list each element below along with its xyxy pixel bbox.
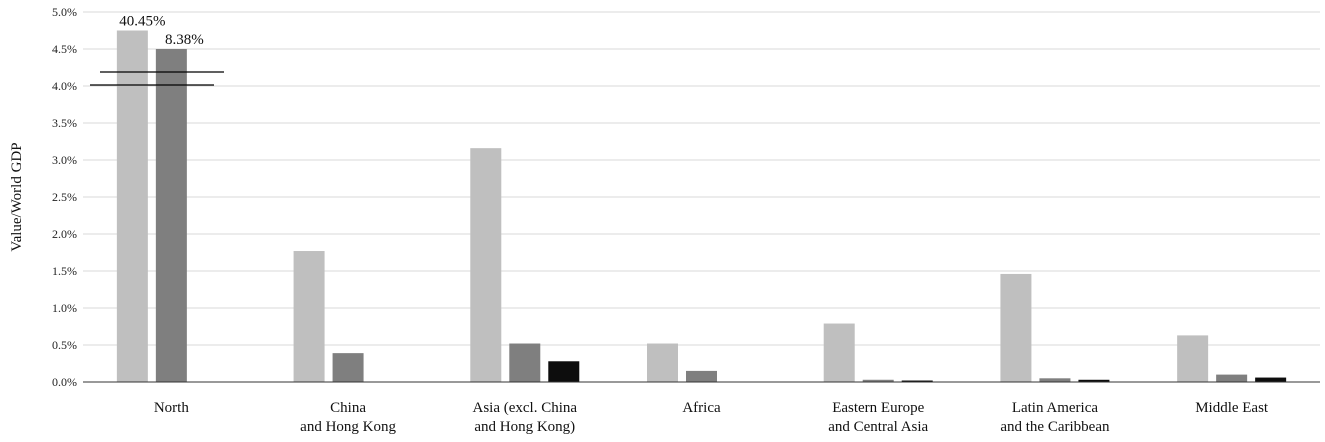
y-tick-label: 3.5% <box>52 116 77 130</box>
bar <box>1039 378 1071 382</box>
bar <box>332 353 364 382</box>
bar <box>155 49 187 382</box>
x-tick-label: and Central Asia <box>828 419 928 435</box>
y-tick-label: 3.0% <box>52 153 77 167</box>
labels: 0.0% 0.5% 1.0% 1.5% 2.0% 2.5% 3.0% 3.5% 4.0% 4.5%… <box>52 5 1269 435</box>
data-label: 8.38% <box>165 32 204 48</box>
bar <box>823 323 855 382</box>
bar <box>901 380 933 382</box>
x-tick-label: North <box>154 400 189 416</box>
y-tick-label: 1.0% <box>52 301 77 315</box>
y-tick-label: 2.5% <box>52 190 77 204</box>
y-tick-label: 1.5% <box>52 264 77 278</box>
bar <box>1078 379 1110 382</box>
bar <box>293 251 325 382</box>
y-tick-label: 4.0% <box>52 79 77 93</box>
bar <box>862 379 894 382</box>
x-tick-label: and the Caribbean <box>1000 419 1110 435</box>
bar <box>1000 273 1032 382</box>
bar <box>116 30 148 382</box>
y-tick-label: 4.5% <box>52 42 77 56</box>
bar <box>470 148 502 382</box>
bar <box>1255 377 1287 382</box>
x-tick-label: Middle East <box>1195 400 1269 416</box>
y-axis-label: Value/World GDP <box>9 142 25 251</box>
y-tick-label: 0.5% <box>52 338 77 352</box>
x-tick-label: Asia (excl. China <box>473 400 578 416</box>
axes <box>83 71 1320 383</box>
x-tick-label: Eastern Europe <box>832 400 924 416</box>
bar <box>686 370 717 382</box>
bars <box>116 30 1287 382</box>
x-tick-label: Africa <box>682 400 721 416</box>
gridlines <box>83 11 1320 346</box>
y-tick-label: 5.0% <box>52 5 77 19</box>
bar <box>647 343 678 382</box>
y-tick-label: 0.0% <box>52 375 77 389</box>
bar <box>509 343 541 382</box>
x-tick-label: China <box>330 400 366 416</box>
x-tick-label: Latin America <box>1012 400 1099 416</box>
x-tick-label: and Hong Kong <box>300 419 396 435</box>
bar <box>1216 374 1248 382</box>
y-tick-label: 2.0% <box>52 227 77 241</box>
x-tick-label: and Hong Kong) <box>474 419 575 435</box>
bar <box>1177 335 1209 382</box>
data-label: 40.45% <box>119 14 165 30</box>
bar <box>548 361 580 382</box>
